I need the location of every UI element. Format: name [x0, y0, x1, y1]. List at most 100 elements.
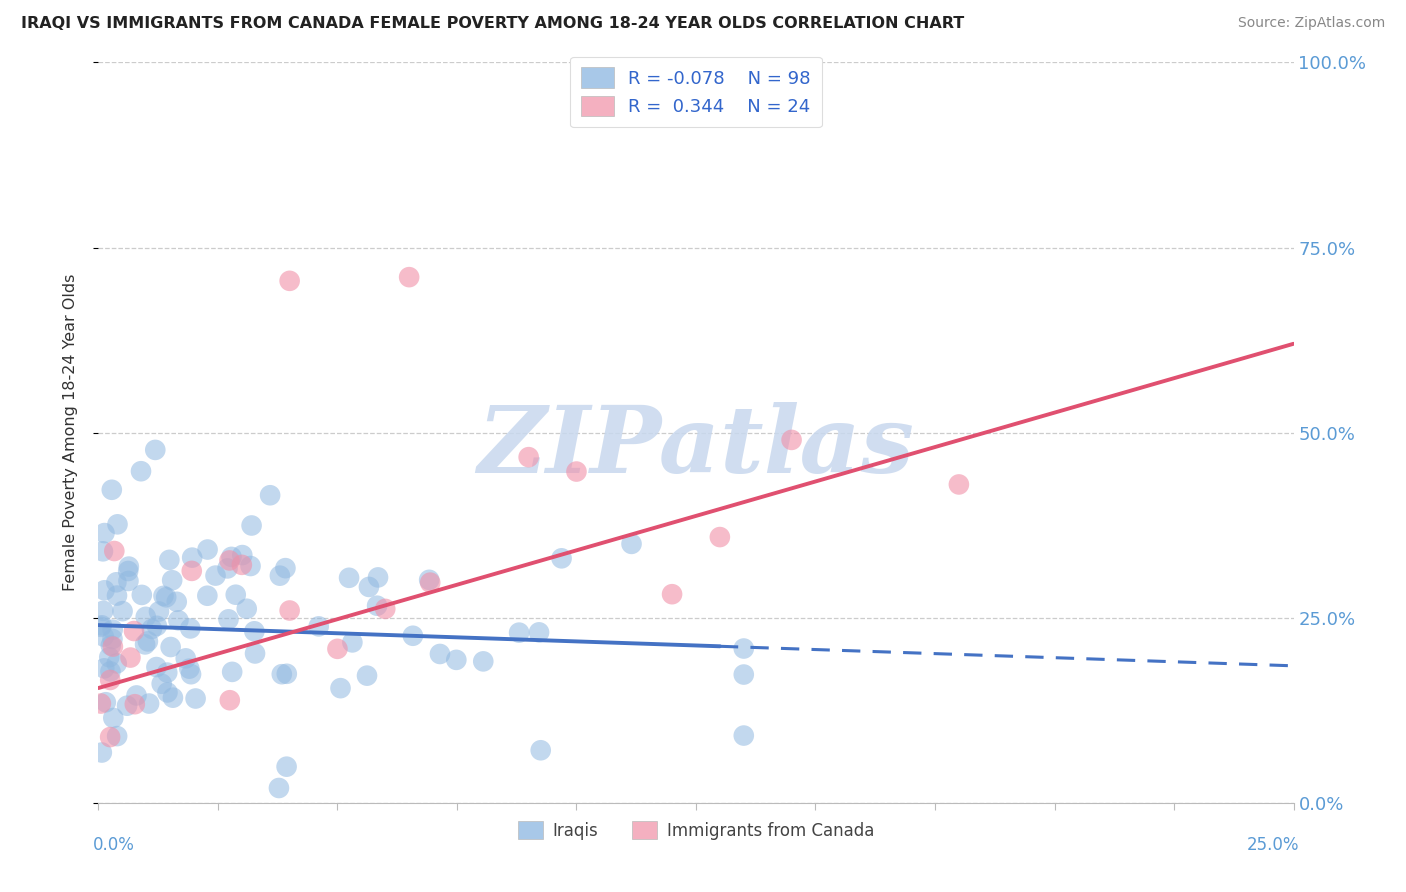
Point	[620, 537, 643, 551]
Point	[181, 550, 204, 565]
Text: IRAQI VS IMMIGRANTS FROM CANADA FEMALE POVERTY AMONG 18-24 YEAR OLDS CORRELATION: IRAQI VS IMMIGRANTS FROM CANADA FEMALE P…	[21, 16, 965, 31]
Point	[733, 729, 755, 743]
Point	[419, 575, 441, 590]
Point	[337, 571, 360, 585]
Point	[90, 620, 112, 634]
Point	[117, 574, 139, 588]
Point	[100, 665, 122, 679]
Point	[217, 561, 239, 575]
Point	[111, 604, 134, 618]
Point	[270, 667, 292, 681]
Point	[134, 637, 156, 651]
Point	[174, 651, 197, 665]
Point	[138, 697, 160, 711]
Point	[231, 548, 253, 562]
Point	[107, 517, 129, 532]
Point	[105, 589, 128, 603]
Point	[179, 622, 201, 636]
Point	[366, 599, 388, 613]
Point	[218, 553, 240, 567]
Point	[429, 647, 451, 661]
Point	[204, 568, 226, 582]
Point	[240, 518, 263, 533]
Point	[472, 654, 495, 668]
Point	[93, 630, 115, 644]
Point	[156, 685, 179, 699]
Text: 25.0%: 25.0%	[1247, 836, 1299, 855]
Point	[326, 641, 349, 656]
Point	[278, 274, 301, 288]
Point	[105, 729, 128, 743]
Point	[550, 551, 572, 566]
Point	[527, 625, 550, 640]
Point	[398, 270, 420, 285]
Point	[179, 662, 201, 676]
Point	[948, 477, 970, 491]
Point	[357, 580, 380, 594]
Point	[221, 665, 243, 679]
Point	[418, 573, 440, 587]
Point	[115, 698, 138, 713]
Point	[308, 619, 330, 633]
Point	[259, 488, 281, 502]
Point	[329, 681, 352, 695]
Point	[152, 589, 174, 603]
Y-axis label: Female Poverty Among 18-24 Year Olds: Female Poverty Among 18-24 Year Olds	[63, 274, 77, 591]
Point	[184, 691, 207, 706]
Point	[180, 564, 202, 578]
Point	[225, 588, 247, 602]
Point	[197, 542, 219, 557]
Point	[157, 553, 180, 567]
Point	[124, 697, 146, 711]
Point	[145, 660, 167, 674]
Point	[150, 677, 173, 691]
Point	[709, 530, 731, 544]
Point	[231, 558, 253, 572]
Point	[167, 613, 190, 627]
Point	[98, 673, 121, 687]
Point	[661, 587, 683, 601]
Point	[90, 697, 112, 711]
Point	[148, 605, 170, 619]
Point	[135, 610, 157, 624]
Point	[120, 650, 142, 665]
Point	[90, 618, 112, 632]
Point	[733, 641, 755, 656]
Point	[143, 442, 166, 457]
Point	[218, 612, 240, 626]
Point	[91, 544, 114, 558]
Point	[141, 622, 163, 636]
Point	[105, 657, 128, 671]
Point	[276, 760, 298, 774]
Point	[239, 559, 262, 574]
Point	[356, 668, 378, 682]
Point	[129, 464, 152, 478]
Point	[274, 561, 297, 575]
Point	[446, 653, 468, 667]
Point	[402, 629, 425, 643]
Point	[195, 589, 218, 603]
Point	[162, 690, 184, 705]
Point	[101, 483, 124, 497]
Point	[125, 689, 148, 703]
Point	[160, 574, 183, 588]
Point	[103, 544, 125, 558]
Point	[105, 575, 128, 590]
Point	[155, 591, 177, 605]
Point	[733, 667, 755, 681]
Point	[166, 595, 188, 609]
Point	[159, 640, 181, 654]
Point	[98, 730, 121, 744]
Point	[218, 693, 240, 707]
Point	[780, 433, 803, 447]
Point	[243, 647, 266, 661]
Point	[243, 624, 266, 639]
Point	[180, 667, 202, 681]
Point	[156, 665, 179, 680]
Point	[98, 650, 121, 665]
Point	[517, 450, 540, 464]
Point	[269, 568, 291, 582]
Point	[267, 780, 290, 795]
Point	[508, 625, 530, 640]
Point	[342, 635, 364, 649]
